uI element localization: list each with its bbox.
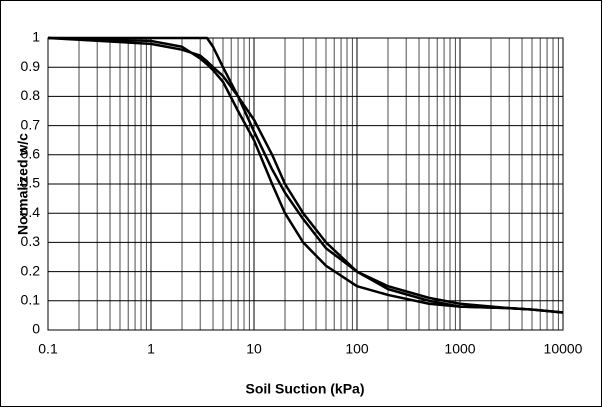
x-tick-label: 10 — [246, 341, 262, 357]
x-axis-label: Soil Suction (kPa) — [245, 381, 364, 397]
x-tick-label: 100 — [345, 341, 369, 357]
x-tick-label: 1 — [147, 341, 155, 357]
y-tick-label: 0.1 — [21, 292, 41, 308]
y-tick-label: 0.3 — [21, 233, 41, 249]
y-tick-label: 0.4 — [21, 204, 41, 220]
y-tick-label: 0 — [32, 321, 40, 337]
x-tick-label: 1000 — [444, 341, 475, 357]
y-axis-label: Normalized w/c — [15, 133, 31, 235]
y-tick-label: 0.8 — [21, 87, 41, 103]
y-tick-label: 0.7 — [21, 116, 41, 132]
y-tick-label: 0.2 — [21, 262, 41, 278]
y-tick-label: 0.5 — [21, 175, 41, 191]
y-tick-label: 0.9 — [21, 58, 41, 74]
data-line — [47, 36, 564, 314]
data-line — [47, 36, 564, 314]
x-tick-label: 10000 — [544, 341, 583, 357]
y-tick-label: 1 — [32, 29, 40, 45]
y-tick-label: 0.6 — [21, 146, 41, 162]
x-tick-label: 0.1 — [38, 341, 58, 357]
